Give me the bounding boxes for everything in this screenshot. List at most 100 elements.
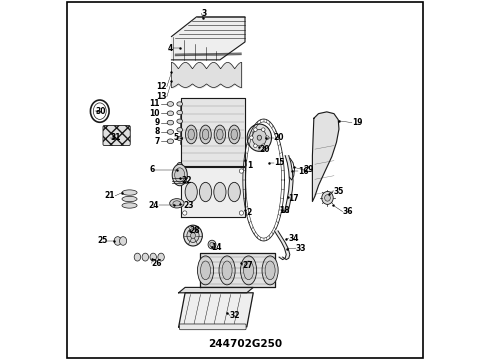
- Text: 1: 1: [247, 161, 252, 170]
- Text: 23: 23: [183, 201, 194, 210]
- Polygon shape: [179, 293, 253, 327]
- Ellipse shape: [257, 135, 262, 140]
- Polygon shape: [285, 156, 293, 212]
- Ellipse shape: [262, 256, 278, 285]
- Ellipse shape: [150, 253, 156, 261]
- Ellipse shape: [184, 225, 202, 246]
- Polygon shape: [181, 98, 245, 166]
- Ellipse shape: [172, 164, 187, 186]
- Ellipse shape: [167, 139, 173, 144]
- Polygon shape: [200, 253, 275, 287]
- Text: 12: 12: [156, 82, 167, 91]
- Circle shape: [183, 169, 187, 173]
- Circle shape: [239, 169, 244, 173]
- Ellipse shape: [177, 119, 183, 123]
- Ellipse shape: [158, 253, 164, 261]
- Polygon shape: [181, 167, 245, 217]
- Circle shape: [250, 136, 253, 139]
- Text: 29: 29: [304, 166, 314, 175]
- Circle shape: [254, 128, 257, 131]
- Ellipse shape: [177, 111, 183, 115]
- Ellipse shape: [200, 261, 211, 280]
- Ellipse shape: [177, 128, 183, 132]
- Text: 32: 32: [230, 311, 241, 320]
- Text: 244702G250: 244702G250: [208, 339, 282, 349]
- Ellipse shape: [217, 129, 223, 140]
- Text: 30: 30: [95, 107, 106, 116]
- Text: 25: 25: [97, 237, 107, 246]
- Text: 31: 31: [110, 133, 121, 142]
- Circle shape: [239, 211, 244, 215]
- Ellipse shape: [199, 182, 212, 202]
- Text: 10: 10: [149, 109, 160, 118]
- Ellipse shape: [167, 130, 173, 134]
- Text: 16: 16: [298, 167, 309, 176]
- Ellipse shape: [265, 261, 275, 280]
- Text: 35: 35: [333, 187, 343, 196]
- Text: 14: 14: [211, 243, 222, 252]
- Ellipse shape: [222, 261, 232, 280]
- Ellipse shape: [134, 253, 141, 261]
- Ellipse shape: [167, 120, 173, 125]
- Ellipse shape: [185, 182, 197, 202]
- Text: 34: 34: [289, 234, 299, 243]
- Circle shape: [183, 211, 187, 215]
- Ellipse shape: [167, 111, 173, 116]
- Ellipse shape: [214, 125, 225, 144]
- Ellipse shape: [244, 261, 254, 280]
- Ellipse shape: [200, 125, 211, 144]
- Text: 20: 20: [259, 145, 270, 154]
- FancyBboxPatch shape: [103, 126, 130, 145]
- Ellipse shape: [173, 201, 181, 206]
- Text: 9: 9: [154, 118, 160, 127]
- Ellipse shape: [122, 190, 137, 195]
- Text: 36: 36: [343, 207, 353, 216]
- Ellipse shape: [122, 203, 137, 208]
- Ellipse shape: [322, 192, 333, 204]
- Text: 18: 18: [279, 206, 290, 215]
- Ellipse shape: [202, 129, 209, 140]
- Ellipse shape: [114, 237, 122, 245]
- Text: 15: 15: [274, 158, 285, 167]
- Text: 17: 17: [288, 194, 299, 203]
- Text: 5: 5: [174, 133, 179, 142]
- Text: 3: 3: [201, 9, 206, 18]
- Ellipse shape: [187, 229, 199, 242]
- Polygon shape: [313, 112, 339, 202]
- Ellipse shape: [120, 237, 126, 245]
- Ellipse shape: [231, 129, 238, 140]
- Ellipse shape: [142, 253, 148, 261]
- FancyBboxPatch shape: [179, 324, 246, 330]
- Text: 27: 27: [243, 261, 253, 270]
- Ellipse shape: [197, 256, 214, 285]
- Text: 28: 28: [189, 226, 200, 235]
- Text: 33: 33: [296, 244, 306, 253]
- Text: 21: 21: [105, 191, 115, 200]
- Circle shape: [254, 144, 257, 148]
- Ellipse shape: [191, 233, 196, 238]
- Text: 7: 7: [154, 137, 160, 146]
- Text: 19: 19: [352, 118, 363, 127]
- Ellipse shape: [241, 256, 257, 285]
- Polygon shape: [179, 287, 253, 293]
- Ellipse shape: [252, 130, 267, 146]
- Ellipse shape: [188, 129, 195, 140]
- Circle shape: [262, 128, 265, 131]
- Text: 20: 20: [274, 133, 284, 142]
- Ellipse shape: [247, 124, 271, 151]
- Text: 8: 8: [154, 127, 160, 136]
- Ellipse shape: [177, 136, 183, 140]
- Polygon shape: [172, 17, 245, 60]
- Text: 4: 4: [167, 44, 172, 53]
- Ellipse shape: [186, 125, 197, 144]
- Ellipse shape: [228, 182, 240, 202]
- Ellipse shape: [176, 162, 183, 172]
- Circle shape: [262, 144, 265, 148]
- Ellipse shape: [214, 182, 226, 202]
- Text: 26: 26: [152, 259, 162, 268]
- Ellipse shape: [122, 196, 137, 202]
- Text: 6: 6: [149, 166, 155, 175]
- Text: 22: 22: [181, 176, 192, 185]
- Text: 13: 13: [156, 92, 167, 101]
- Ellipse shape: [208, 240, 216, 249]
